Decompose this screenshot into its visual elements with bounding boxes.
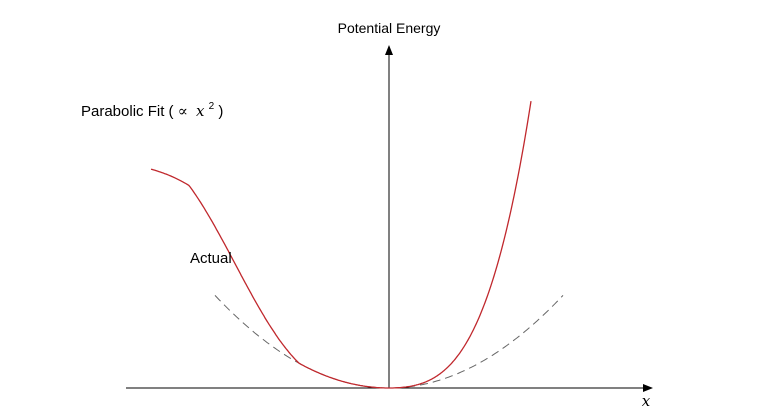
y-axis-label: Potential Energy: [338, 20, 441, 36]
parabolic-fit-label-prefix: Parabolic Fit (: [81, 103, 174, 120]
x-axis-label: x: [642, 392, 651, 410]
parabolic-fit-label-suffix: ): [218, 103, 223, 120]
parabolic-fit-label-exponent: 2: [209, 101, 215, 112]
actual-curve: [150, 100, 532, 389]
actual-label: Actual: [190, 250, 232, 267]
parabolic-fit-label-symbol: ∝: [178, 102, 188, 120]
parabolic-fit-label: Parabolic Fit ( ∝ x 2 ): [81, 96, 223, 120]
parabolic-fit-label-variable: x: [196, 102, 205, 120]
